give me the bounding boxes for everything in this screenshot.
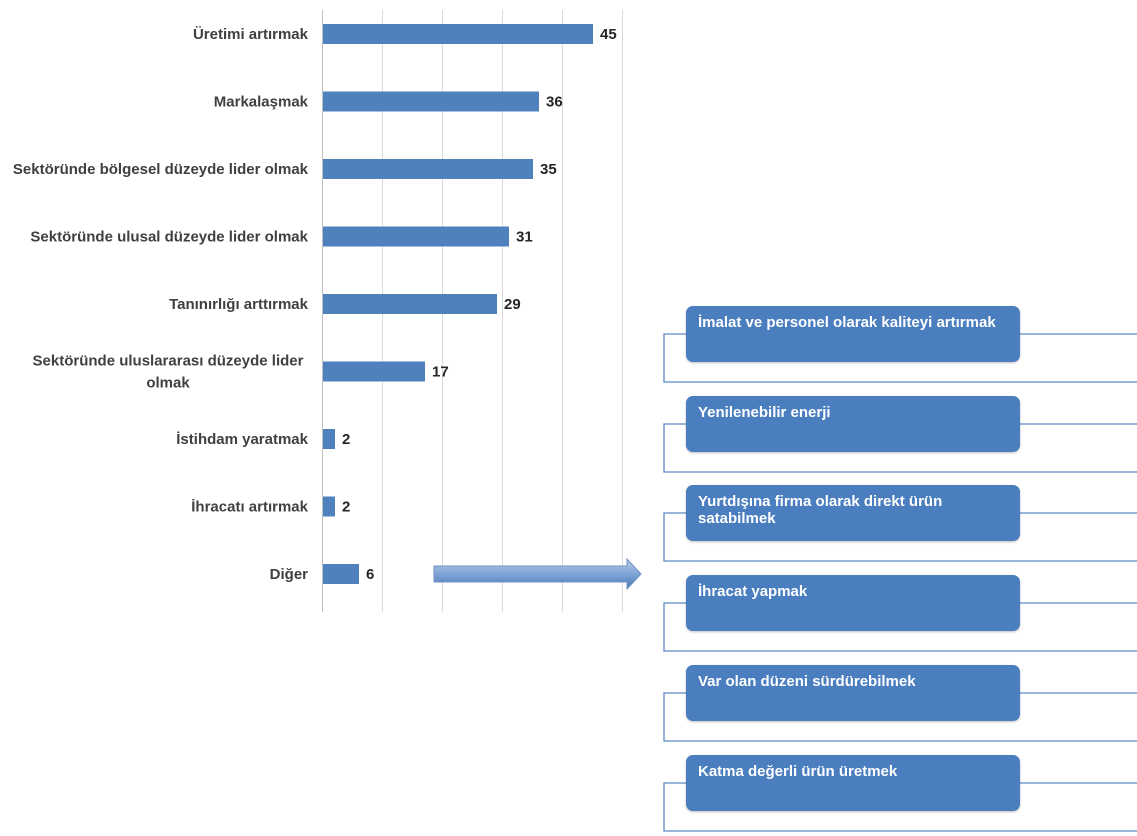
bar — [323, 159, 533, 179]
data-label: 35 — [540, 161, 557, 178]
data-label: 36 — [546, 94, 563, 111]
other-breakdown-item: İhracat yapmak — [686, 575, 1020, 631]
data-label: 29 — [504, 296, 521, 313]
data-labels: 45 36 35 31 29 17 2 2 6 — [342, 26, 617, 583]
other-breakdown-item: Var olan düzeni sürdürebilmek — [686, 665, 1020, 721]
bar — [323, 226, 509, 247]
bar — [323, 429, 335, 449]
category-label: Sektöründe ulusal düzeyde lider olmak — [30, 229, 308, 246]
data-label: 45 — [600, 26, 617, 43]
arrow-to-breakdown — [433, 557, 642, 591]
category-label: Markalaşmak — [214, 94, 309, 111]
connector — [663, 602, 1137, 652]
bar — [323, 24, 593, 44]
bar — [323, 294, 497, 314]
bar-series — [323, 24, 593, 584]
bar — [323, 91, 539, 112]
data-label: 31 — [516, 229, 533, 246]
connector — [663, 423, 1137, 473]
connector — [663, 512, 1137, 562]
category-label: İhracatı artırmak — [191, 499, 308, 516]
category-label: Üretimi artırmak — [193, 26, 309, 43]
category-label: Tanınırlığı arttırmak — [169, 296, 309, 313]
category-labels: Üretimi artırmak Markalaşmak Sektöründe bö… — [13, 26, 309, 583]
other-breakdown-item: Yenilenebilir enerji — [686, 396, 1020, 452]
other-breakdown-item: Katma değerli ürün üretmek — [686, 755, 1020, 811]
data-label: 2 — [342, 499, 350, 516]
category-label: Diğer — [270, 566, 309, 583]
data-label: 17 — [432, 364, 449, 381]
category-label: Sektöründe uluslararası düzeyde lider olm… — [33, 353, 304, 392]
connector — [663, 782, 1137, 832]
other-breakdown-item: İmalat ve personel olarak kaliteyi artır… — [686, 306, 1020, 362]
category-label: İstihdam yaratmak — [176, 431, 308, 448]
connector — [663, 692, 1137, 742]
data-label: 2 — [342, 431, 350, 448]
bar — [323, 496, 335, 517]
category-label: Sektöründe bölgesel düzeyde lider olmak — [13, 161, 309, 178]
bar — [323, 361, 425, 382]
data-label: 6 — [366, 566, 374, 583]
connector — [663, 333, 1137, 383]
bar — [323, 564, 359, 584]
other-breakdown-item: Yurtdışına firma olarak direkt ürün sata… — [686, 485, 1020, 541]
breakdown-connectors — [663, 333, 1137, 832]
